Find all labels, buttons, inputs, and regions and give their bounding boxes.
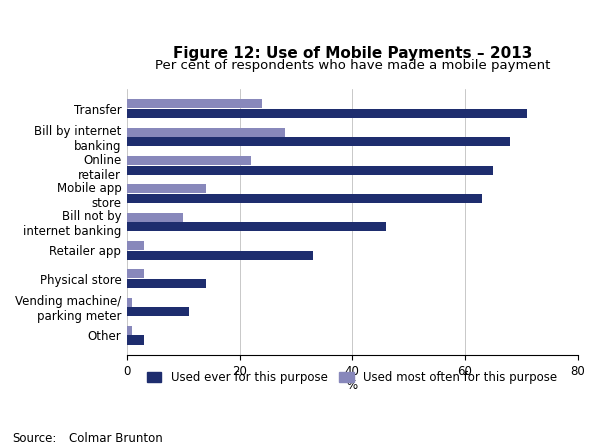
Bar xyxy=(127,279,206,288)
Text: Per cent of respondents who have made a mobile payment: Per cent of respondents who have made a … xyxy=(155,59,550,72)
Bar xyxy=(127,99,262,108)
Bar xyxy=(127,326,133,335)
Text: Source:: Source: xyxy=(12,432,56,445)
Bar xyxy=(127,194,482,203)
Bar xyxy=(127,307,189,316)
Bar xyxy=(127,298,133,307)
Bar xyxy=(127,128,284,137)
Bar xyxy=(127,109,527,118)
Bar xyxy=(127,250,313,260)
Bar xyxy=(127,269,144,278)
Bar xyxy=(127,165,493,175)
X-axis label: %: % xyxy=(347,379,358,392)
Legend: Used ever for this purpose, Used most often for this purpose: Used ever for this purpose, Used most of… xyxy=(142,367,562,389)
Bar xyxy=(127,137,510,146)
Bar xyxy=(127,213,183,222)
Title: Figure 12: Use of Mobile Payments – 2013: Figure 12: Use of Mobile Payments – 2013 xyxy=(173,46,532,61)
Bar xyxy=(127,241,144,250)
Bar xyxy=(127,156,251,165)
Text: Colmar Brunton: Colmar Brunton xyxy=(69,432,163,445)
Bar xyxy=(127,335,144,345)
Bar xyxy=(127,184,206,193)
Bar xyxy=(127,222,386,231)
